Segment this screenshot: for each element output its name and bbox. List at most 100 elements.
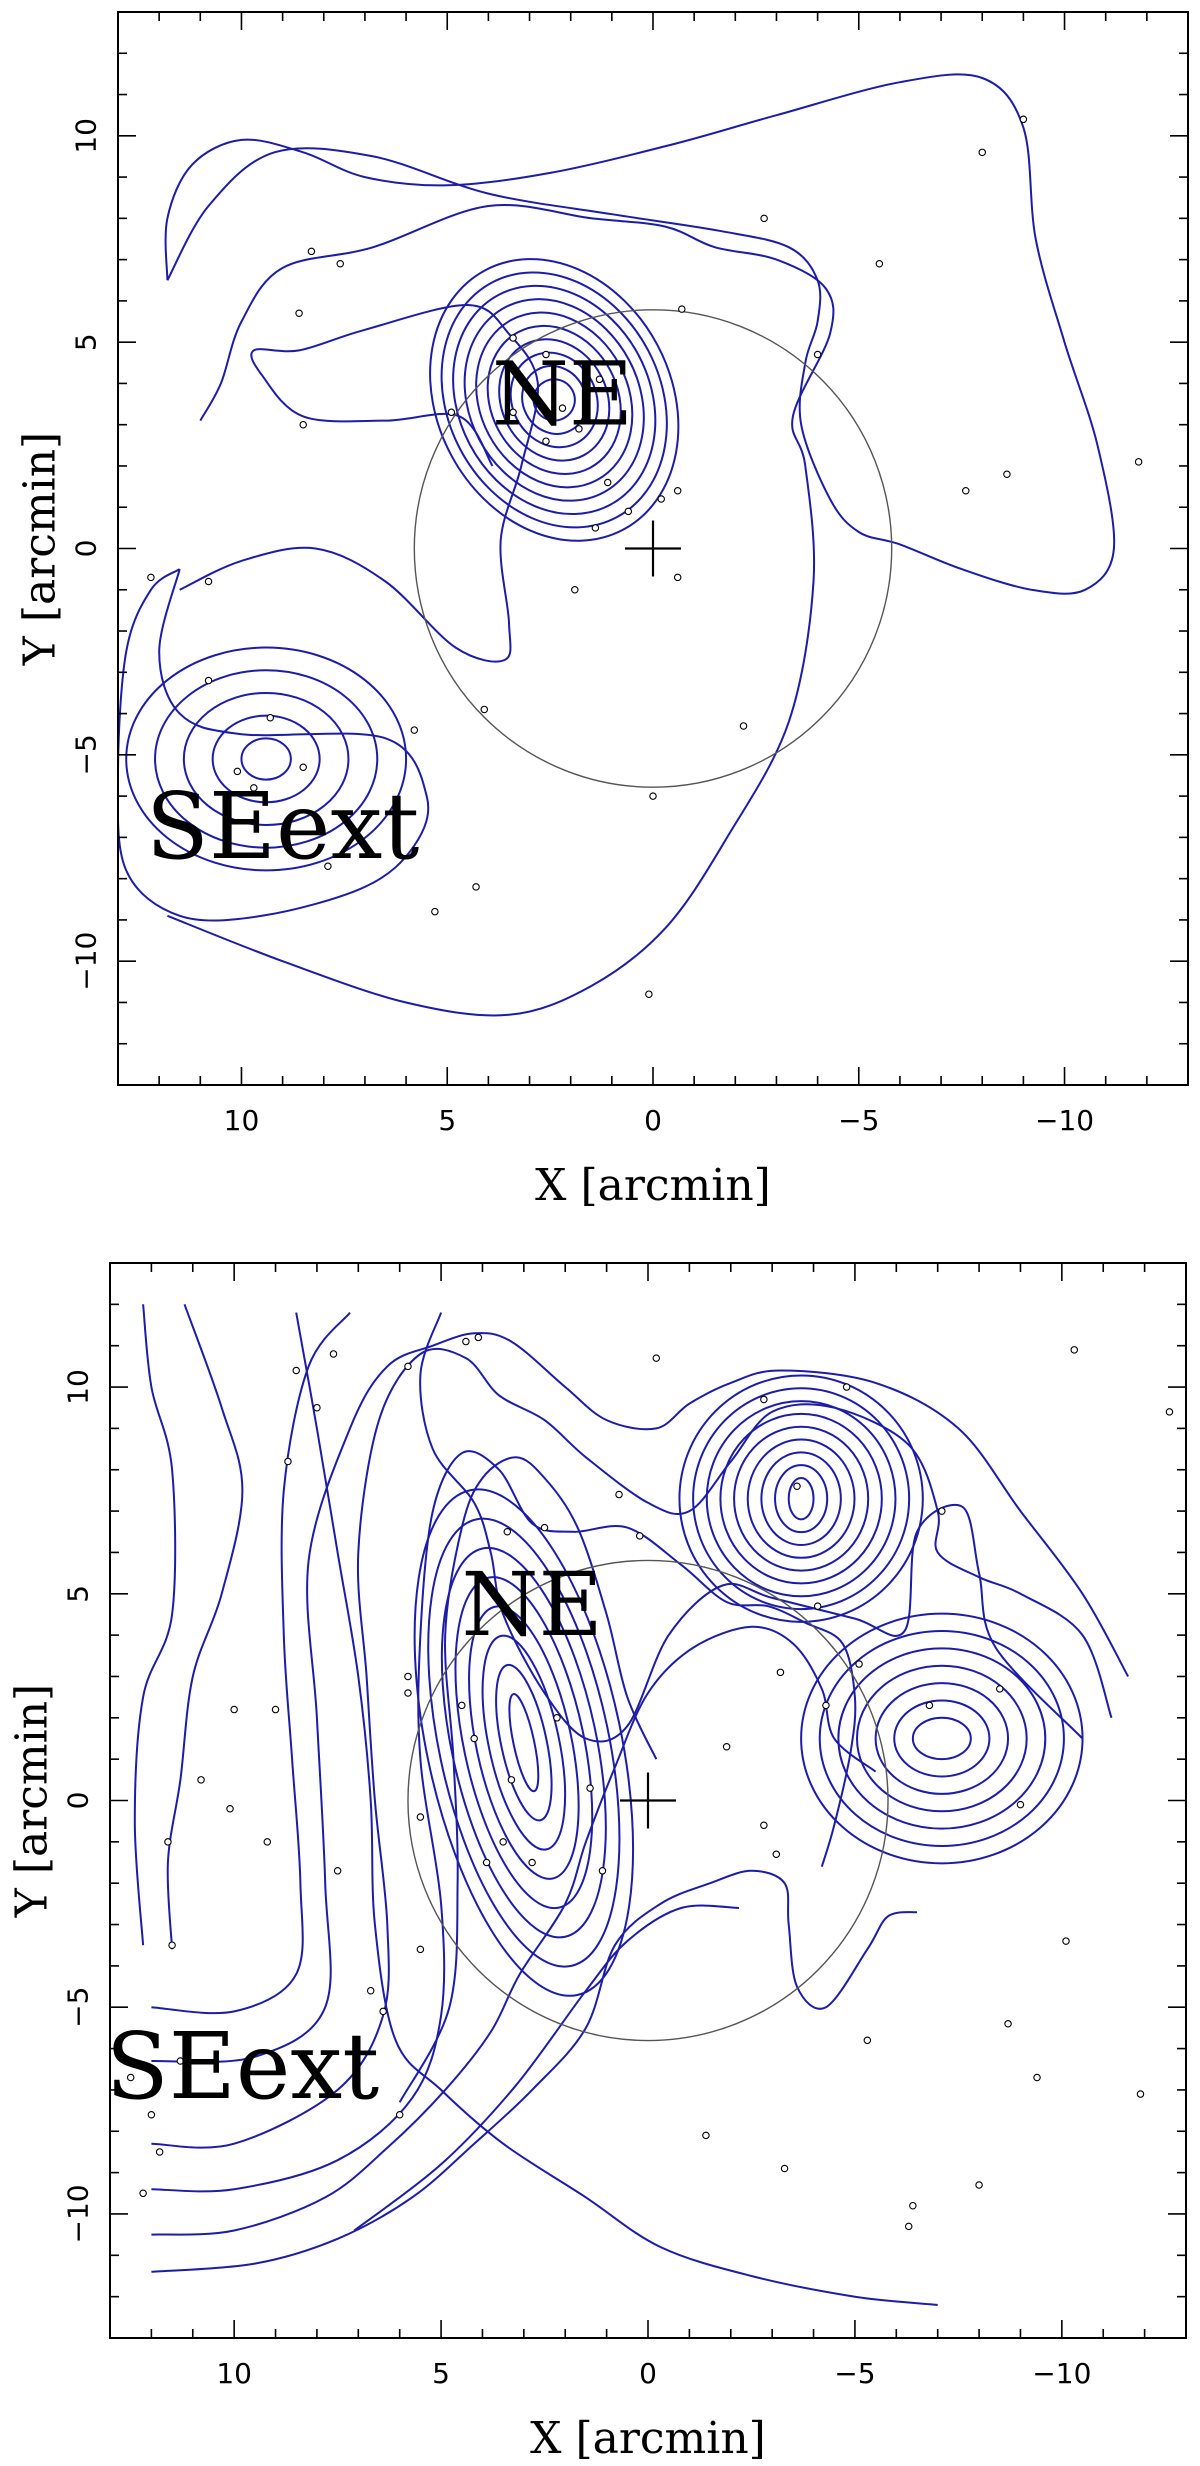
x-tick-label: −10 <box>1035 1104 1094 1137</box>
galaxy-point <box>126 2073 135 2082</box>
galaxy-point <box>431 907 439 916</box>
y-tick-label: 0 <box>62 1792 95 1810</box>
galaxy-point <box>1033 2073 1041 2082</box>
peak-contour <box>719 1412 883 1585</box>
y-tick-label: 5 <box>70 333 103 351</box>
peak-contour <box>486 324 622 475</box>
galaxy-point <box>652 1354 661 1362</box>
region-label: NE <box>461 1553 602 1656</box>
peak-contour <box>508 1693 540 1793</box>
galaxy-point <box>271 1705 280 1714</box>
y-axis-title: Y [arcmin] <box>15 432 66 666</box>
peak-contour <box>733 1425 870 1572</box>
peak-contour <box>481 1634 567 1851</box>
x-tick-label: 0 <box>644 1104 662 1137</box>
galaxy-point <box>404 1689 412 1697</box>
galaxy-point <box>292 1366 300 1375</box>
contour-line <box>295 1312 938 2306</box>
galaxy-point <box>842 1383 851 1391</box>
galaxy-point <box>329 1350 338 1358</box>
chart-top-svg: 10 5 0 −5 −10 10 5 0 −5 −10 X [arcmin] Y [arcmin] NE… <box>15 11 1189 1211</box>
galaxy-point <box>875 259 884 268</box>
galaxy-point <box>772 1850 781 1858</box>
galaxy-point <box>553 1714 561 1722</box>
y-tick-label: −5 <box>62 1987 95 2028</box>
galaxy-point <box>938 1507 946 1515</box>
galaxy-point <box>416 1945 425 1954</box>
peak-contour <box>705 1400 897 1598</box>
galaxy-point <box>147 2110 156 2119</box>
galaxy-point <box>793 1482 801 1491</box>
plot-area-top <box>118 73 1143 1017</box>
galaxy-point <box>474 1333 483 1342</box>
region-label: SEext <box>146 773 420 880</box>
contour-line <box>151 1347 1113 2149</box>
galaxy-point <box>760 1395 768 1404</box>
peak-contour <box>874 1682 1010 1795</box>
peak-contour <box>774 1464 829 1534</box>
galaxy-point <box>379 2007 387 2016</box>
galaxy-point <box>702 2131 710 2140</box>
contour-line <box>398 1456 658 2103</box>
galaxy-point <box>575 425 583 433</box>
galaxy-point <box>324 862 332 871</box>
galaxy-point <box>603 478 612 487</box>
contour-line <box>151 1332 1129 2064</box>
galaxy-point <box>197 1776 205 1784</box>
galaxy-point <box>139 2189 147 2198</box>
galaxy-point <box>482 1858 491 1867</box>
galaxy-point <box>542 350 550 359</box>
galaxy-point <box>503 1527 512 1536</box>
peak-contour <box>532 378 576 422</box>
x-tick-label: −5 <box>838 1104 879 1137</box>
galaxy-point <box>624 507 633 516</box>
galaxy-point <box>299 763 307 771</box>
y-tick-label: −10 <box>62 2184 95 2243</box>
y-tick-label: −5 <box>70 734 103 775</box>
galaxy-point <box>472 883 480 891</box>
y-tick-label: −10 <box>70 932 103 991</box>
peak-contour <box>440 271 668 529</box>
peak-contour <box>182 691 350 827</box>
galaxy-point <box>855 1660 863 1668</box>
galaxy-point <box>226 1805 234 1813</box>
peak-contour <box>454 1576 594 1910</box>
galaxy-point <box>1016 1800 1025 1809</box>
x-tick-label: 10 <box>216 2357 252 2390</box>
peak-contour <box>498 338 611 462</box>
galaxy-point <box>416 1813 425 1821</box>
galaxy-point <box>975 2181 983 2189</box>
galaxy-point <box>673 573 682 582</box>
peak-contour <box>678 1374 924 1623</box>
galaxy-point <box>760 1821 768 1830</box>
galaxy-point <box>586 1784 594 1792</box>
galaxy-point <box>595 375 604 384</box>
galaxy-point <box>591 524 600 532</box>
peak-contour <box>211 714 321 804</box>
galaxy-point <box>904 2222 913 2231</box>
galaxy-point <box>558 404 567 412</box>
galaxy-point <box>299 420 307 429</box>
contour-line <box>164 73 1116 595</box>
peak-contour <box>692 1387 911 1611</box>
galaxy-point <box>776 1668 785 1677</box>
galaxy-point <box>147 573 155 582</box>
y-tick-label: 10 <box>70 118 103 154</box>
galaxy-point <box>1165 1408 1174 1416</box>
contour-chart-bottom: 10 5 0 −5 −10 10 5 0 −5 −10 X [arcmin] Y [arcmin] NE… <box>0 1233 1200 2466</box>
contour-line <box>151 1625 877 2236</box>
galaxy-point <box>176 2057 185 2065</box>
contour-line <box>166 1303 244 1950</box>
galaxy-point <box>649 792 657 800</box>
contour-line <box>133 1304 177 1946</box>
galaxy-point <box>657 495 665 503</box>
galaxy-point <box>168 1941 176 1949</box>
peak-contour <box>521 364 588 435</box>
galaxy-point <box>204 676 213 685</box>
x-tick-label: −5 <box>834 2357 875 2390</box>
galaxy-point <box>722 1742 731 1751</box>
galaxy-point <box>462 1337 470 1346</box>
x-tick-label: 5 <box>432 2357 450 2390</box>
contour-line <box>353 1904 740 2232</box>
x-tick-label: 5 <box>438 1104 456 1137</box>
